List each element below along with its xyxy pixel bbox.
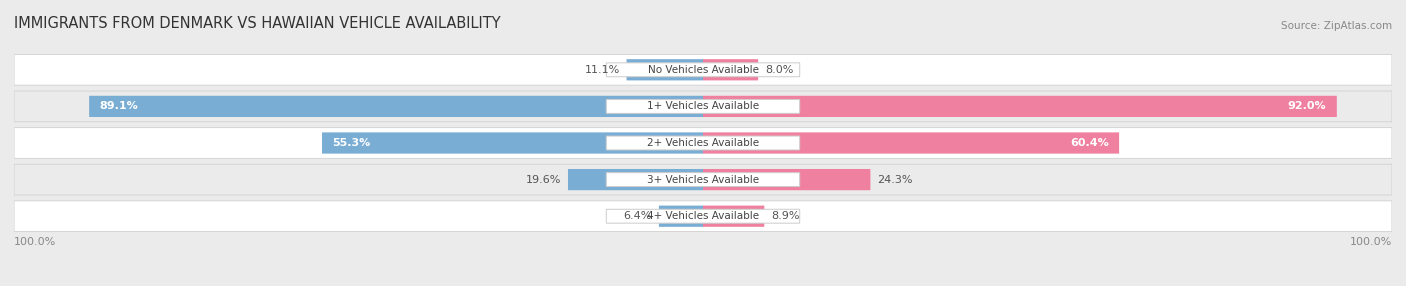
Text: 3+ Vehicles Available: 3+ Vehicles Available — [647, 175, 759, 184]
FancyBboxPatch shape — [14, 54, 1392, 85]
Text: 100.0%: 100.0% — [1350, 237, 1392, 247]
FancyBboxPatch shape — [659, 206, 703, 227]
FancyBboxPatch shape — [627, 59, 703, 80]
Text: 1+ Vehicles Available: 1+ Vehicles Available — [647, 102, 759, 111]
Text: 19.6%: 19.6% — [526, 175, 561, 184]
FancyBboxPatch shape — [89, 96, 703, 117]
Text: 100.0%: 100.0% — [14, 237, 56, 247]
FancyBboxPatch shape — [606, 63, 800, 77]
FancyBboxPatch shape — [322, 132, 703, 154]
FancyBboxPatch shape — [14, 91, 1392, 122]
Text: 11.1%: 11.1% — [585, 65, 620, 75]
Text: 2+ Vehicles Available: 2+ Vehicles Available — [647, 138, 759, 148]
FancyBboxPatch shape — [703, 206, 765, 227]
FancyBboxPatch shape — [568, 169, 703, 190]
Text: 6.4%: 6.4% — [624, 211, 652, 221]
FancyBboxPatch shape — [14, 201, 1392, 232]
FancyBboxPatch shape — [703, 169, 870, 190]
FancyBboxPatch shape — [606, 209, 800, 223]
FancyBboxPatch shape — [14, 128, 1392, 158]
Text: 89.1%: 89.1% — [100, 102, 138, 111]
Text: 8.0%: 8.0% — [765, 65, 793, 75]
FancyBboxPatch shape — [703, 96, 1337, 117]
Text: Source: ZipAtlas.com: Source: ZipAtlas.com — [1281, 21, 1392, 31]
Text: 55.3%: 55.3% — [332, 138, 371, 148]
Text: 24.3%: 24.3% — [877, 175, 912, 184]
Text: IMMIGRANTS FROM DENMARK VS HAWAIIAN VEHICLE AVAILABILITY: IMMIGRANTS FROM DENMARK VS HAWAIIAN VEHI… — [14, 16, 501, 31]
FancyBboxPatch shape — [703, 132, 1119, 154]
Text: 60.4%: 60.4% — [1070, 138, 1109, 148]
Text: 4+ Vehicles Available: 4+ Vehicles Available — [647, 211, 759, 221]
Text: No Vehicles Available: No Vehicles Available — [648, 65, 758, 75]
FancyBboxPatch shape — [606, 136, 800, 150]
Text: 92.0%: 92.0% — [1288, 102, 1326, 111]
Text: 8.9%: 8.9% — [772, 211, 800, 221]
FancyBboxPatch shape — [14, 164, 1392, 195]
FancyBboxPatch shape — [703, 59, 758, 80]
FancyBboxPatch shape — [606, 173, 800, 186]
FancyBboxPatch shape — [606, 100, 800, 113]
